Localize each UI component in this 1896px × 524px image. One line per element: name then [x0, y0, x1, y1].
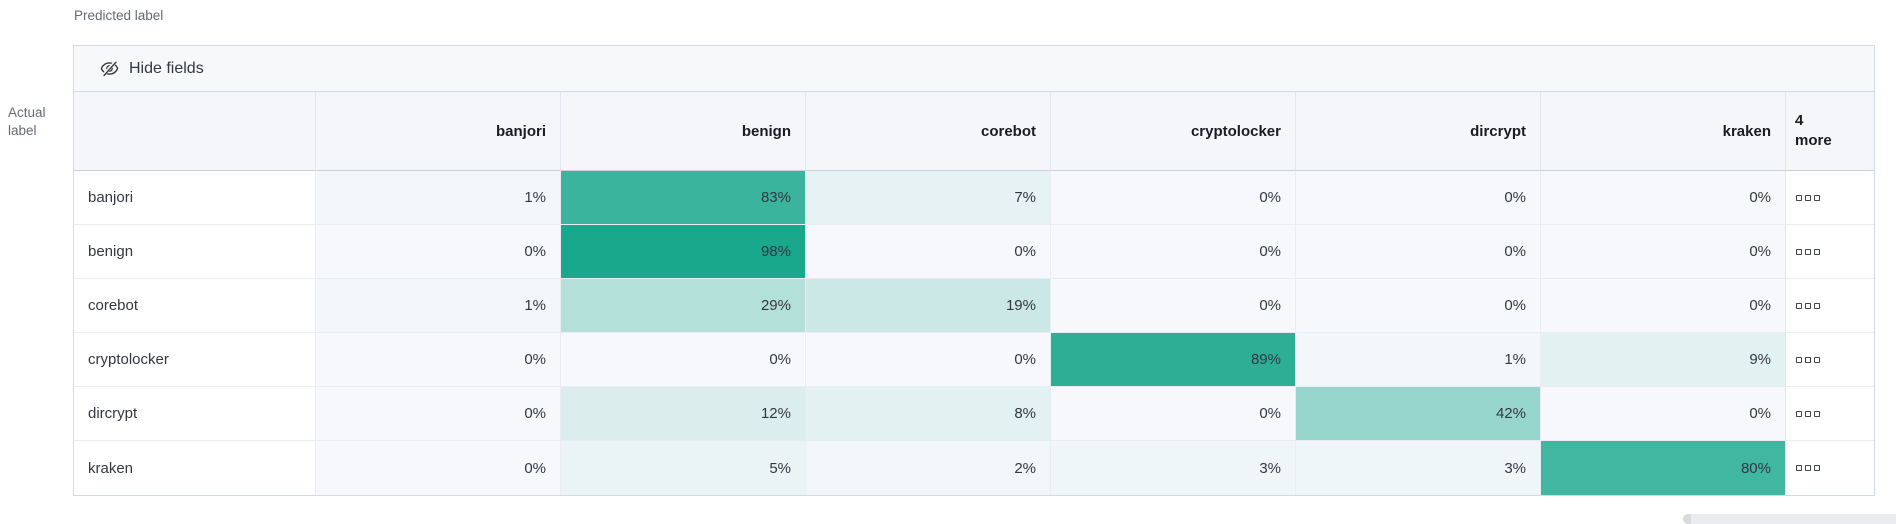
- matrix-cell[interactable]: 2%: [805, 441, 1050, 495]
- matrix-cell[interactable]: 12%: [560, 387, 805, 441]
- row-label-benign[interactable]: benign: [74, 225, 315, 279]
- matrix-cell[interactable]: 0%: [1050, 225, 1295, 279]
- matrix-cell[interactable]: 0%: [1540, 171, 1785, 225]
- column-header-benign[interactable]: benign: [560, 92, 805, 171]
- matrix-cell[interactable]: 1%: [315, 279, 560, 333]
- matrix-cell[interactable]: 0%: [1295, 171, 1540, 225]
- matrix-cell[interactable]: 3%: [1050, 441, 1295, 495]
- actual-label-line2: label: [8, 123, 37, 138]
- horizontal-scrollbar-thumb[interactable]: [1683, 514, 1896, 524]
- row-actions-button[interactable]: [1785, 225, 1874, 279]
- row-actions-button[interactable]: [1785, 387, 1874, 441]
- predicted-label: Predicted label: [74, 8, 164, 23]
- matrix-cell[interactable]: 19%: [805, 279, 1050, 333]
- boxes-horizontal-icon: [1796, 465, 1820, 471]
- row-label-kraken[interactable]: kraken: [74, 441, 315, 495]
- column-header-more[interactable]: 4 more: [1785, 92, 1874, 171]
- matrix-table: banjori benign corebot cryptolocker dirc…: [74, 92, 1874, 495]
- matrix-cell[interactable]: 29%: [560, 279, 805, 333]
- matrix-cell[interactable]: 0%: [1540, 225, 1785, 279]
- column-header-dircrypt[interactable]: dircrypt: [1295, 92, 1540, 171]
- column-header-kraken[interactable]: kraken: [1540, 92, 1785, 171]
- matrix-cell[interactable]: 0%: [1540, 387, 1785, 441]
- matrix-cell[interactable]: 42%: [1295, 387, 1540, 441]
- more-count: 4: [1795, 112, 1804, 129]
- column-header-cryptolocker[interactable]: cryptolocker: [1050, 92, 1295, 171]
- matrix-cell[interactable]: 9%: [1540, 333, 1785, 387]
- matrix-cell[interactable]: 0%: [805, 225, 1050, 279]
- matrix-cell[interactable]: 0%: [1540, 279, 1785, 333]
- row-label-corebot[interactable]: corebot: [74, 279, 315, 333]
- hide-fields-button[interactable]: Hide fields: [74, 46, 1874, 92]
- actual-label-line1: Actual: [8, 105, 46, 120]
- matrix-cell[interactable]: 0%: [560, 333, 805, 387]
- column-header-corebot[interactable]: corebot: [805, 92, 1050, 171]
- matrix-cell[interactable]: 0%: [315, 441, 560, 495]
- matrix-cell[interactable]: 98%: [560, 225, 805, 279]
- row-actions-button[interactable]: [1785, 279, 1874, 333]
- matrix-cell[interactable]: 1%: [315, 171, 560, 225]
- eye-closed-icon: [100, 59, 119, 78]
- boxes-horizontal-icon: [1796, 302, 1820, 309]
- row-label-cryptolocker[interactable]: cryptolocker: [74, 333, 315, 387]
- confusion-matrix-data-grid: Hide fields banjori benign corebot crypt…: [73, 45, 1875, 496]
- matrix-cell[interactable]: 0%: [315, 387, 560, 441]
- row-actions-button[interactable]: [1785, 441, 1874, 495]
- row-actions-button[interactable]: [1785, 171, 1874, 225]
- matrix-cell[interactable]: 8%: [805, 387, 1050, 441]
- row-actions-button[interactable]: [1785, 333, 1874, 387]
- matrix-cell[interactable]: 0%: [805, 333, 1050, 387]
- more-word: more: [1795, 132, 1832, 149]
- boxes-horizontal-icon: [1796, 248, 1820, 255]
- matrix-cell[interactable]: 0%: [1050, 171, 1295, 225]
- matrix-cell[interactable]: 0%: [315, 333, 560, 387]
- matrix-cell[interactable]: 1%: [1295, 333, 1540, 387]
- actual-label: Actual label: [8, 104, 66, 140]
- column-header-banjori[interactable]: banjori: [315, 92, 560, 171]
- row-label-banjori[interactable]: banjori: [74, 171, 315, 225]
- header-corner-cell: [74, 92, 315, 171]
- matrix-cell[interactable]: 0%: [1050, 279, 1295, 333]
- matrix-cell[interactable]: 80%: [1540, 441, 1785, 495]
- matrix-cell[interactable]: 5%: [560, 441, 805, 495]
- matrix-cell[interactable]: 83%: [560, 171, 805, 225]
- row-label-dircrypt[interactable]: dircrypt: [74, 387, 315, 441]
- matrix-cell[interactable]: 0%: [1050, 387, 1295, 441]
- boxes-horizontal-icon: [1796, 194, 1820, 201]
- matrix-cell[interactable]: 0%: [1295, 279, 1540, 333]
- matrix-cell[interactable]: 7%: [805, 171, 1050, 225]
- matrix-cell[interactable]: 89%: [1050, 333, 1295, 387]
- boxes-horizontal-icon: [1796, 410, 1820, 417]
- hide-fields-label: Hide fields: [129, 59, 204, 77]
- boxes-horizontal-icon: [1796, 356, 1820, 363]
- matrix-cell[interactable]: 3%: [1295, 441, 1540, 495]
- matrix-cell[interactable]: 0%: [315, 225, 560, 279]
- matrix-cell[interactable]: 0%: [1295, 225, 1540, 279]
